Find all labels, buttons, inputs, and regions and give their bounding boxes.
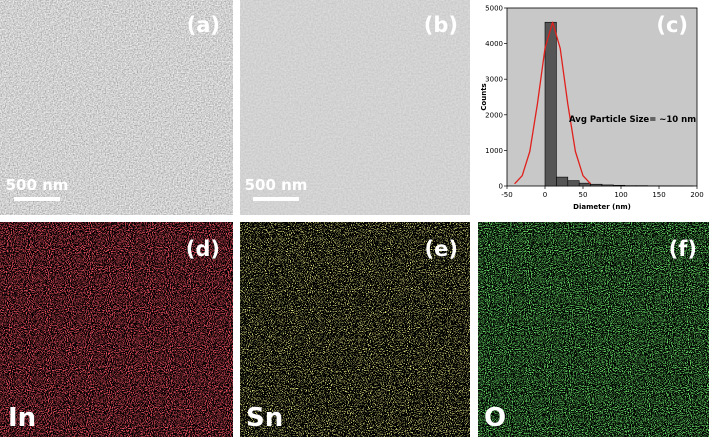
element-label: In [8, 403, 36, 433]
y-tick-label: 5000 [485, 5, 503, 13]
panel-label: (e) [425, 237, 458, 261]
x-tick-label: 50 [579, 191, 588, 199]
sem-image [240, 0, 470, 215]
y-tick-label: 2000 [485, 111, 503, 119]
bar [567, 180, 580, 187]
x-tick-label: 0 [543, 191, 547, 199]
element-label: O [484, 403, 506, 433]
x-axis-label: Diameter (nm) [573, 203, 631, 211]
bar [578, 182, 591, 187]
panel-label: (a) [187, 13, 220, 37]
scale-bar-label: 500 nm [245, 176, 308, 194]
bar [613, 184, 626, 187]
panel-f: (f) O [478, 222, 709, 437]
panel-label: (f) [669, 237, 697, 261]
bar [601, 184, 614, 187]
bar [544, 21, 557, 187]
panel-e: (e) Sn [240, 222, 470, 437]
y-tick-label: 4000 [485, 40, 503, 48]
x-tick-label: 150 [652, 191, 665, 199]
scale-bar-label: 500 nm [6, 176, 69, 194]
annotation: Avg Particle Size= ~10 nm [569, 115, 696, 125]
bar [556, 176, 569, 187]
panel-label: (c) [656, 13, 688, 37]
scale-bar [253, 197, 299, 201]
panel-label: (d) [186, 237, 220, 261]
sem-image [0, 0, 233, 215]
panel-d: (d) In [0, 222, 233, 437]
fit-curve [514, 21, 592, 185]
eds-map [0, 222, 233, 437]
y-tick-label: 0 [499, 183, 503, 191]
panel-a: (a) 500 nm [0, 0, 233, 215]
y-axis-label: Counts [480, 83, 488, 110]
x-tick-label: -50 [501, 191, 512, 199]
panel-b: (b) 500 nm [240, 0, 470, 215]
element-label: Sn [246, 403, 283, 433]
panel-label: (b) [424, 13, 458, 37]
y-tick-label: 3000 [485, 76, 503, 84]
bar [590, 183, 603, 187]
eds-map [478, 222, 709, 437]
y-tick-label: 1000 [485, 147, 503, 155]
x-tick-label: 200 [690, 191, 703, 199]
scale-bar [14, 197, 60, 201]
eds-map [240, 222, 470, 437]
x-tick-label: 100 [614, 191, 627, 199]
